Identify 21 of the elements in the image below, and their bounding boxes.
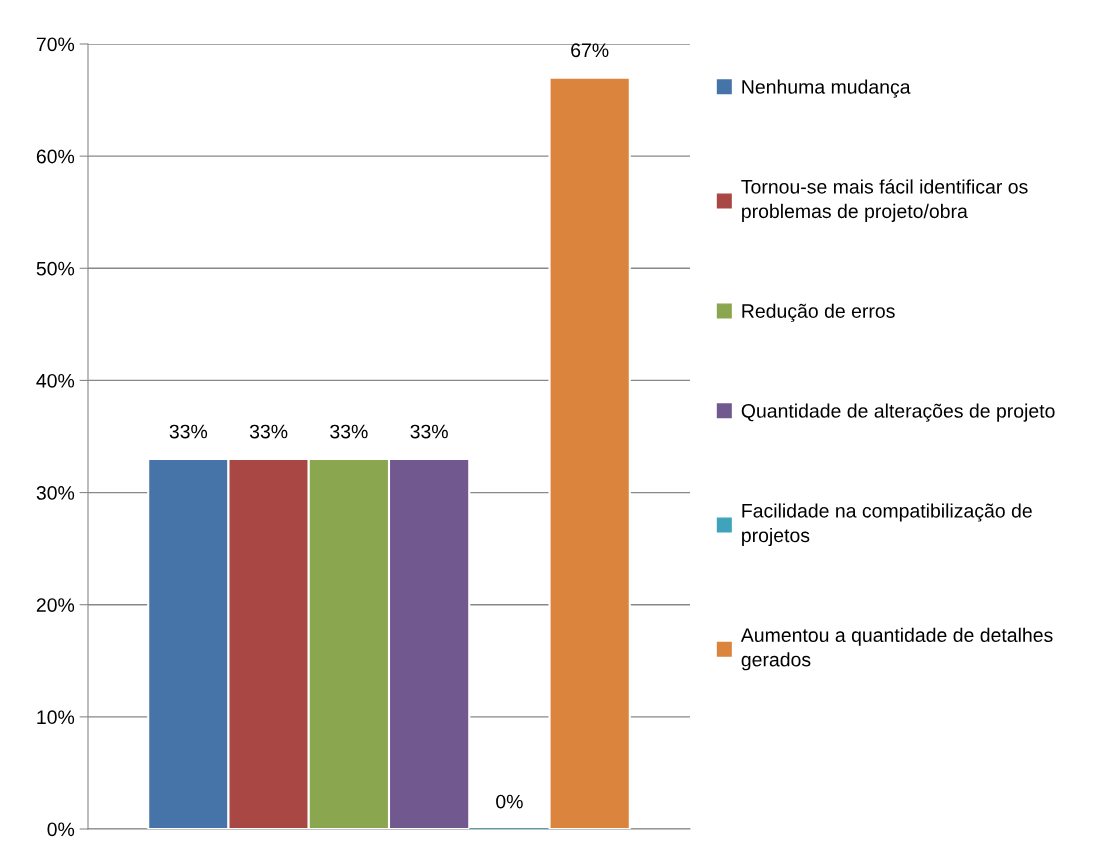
legend-label: Redução de erros <box>742 303 895 322</box>
data-label: 33% <box>410 424 448 439</box>
y-tick-label: 0% <box>47 822 75 837</box>
y-tick-label: 30% <box>36 486 75 500</box>
legend-label: Tornou-se mais fácil identificar os problemas de projeto/obra <box>741 179 1028 222</box>
data-label: 33% <box>249 424 288 439</box>
y-tick-label: 20% <box>36 598 75 612</box>
data-label: 33% <box>330 424 368 439</box>
legend-label: Nenhuma mudança <box>742 79 911 98</box>
legend-label: Quantidade de alterações de projeto <box>741 403 1055 422</box>
y-tick-label: 70% <box>36 37 75 52</box>
y-tick-label: 10% <box>37 710 75 725</box>
data-label: 67% <box>571 43 609 58</box>
y-tick-label: 50% <box>36 261 75 276</box>
y-tick-label: 60% <box>36 149 75 164</box>
data-label: 0% <box>496 794 523 809</box>
legend-label: Aumentou a quantidade de detalhes gerados <box>740 627 1053 671</box>
data-label: 33% <box>169 424 208 439</box>
bar <box>548 76 631 829</box>
legend-label: Facilidade na compatibilização de projetos <box>742 503 1032 547</box>
y-tick-label: 40% <box>36 373 75 388</box>
